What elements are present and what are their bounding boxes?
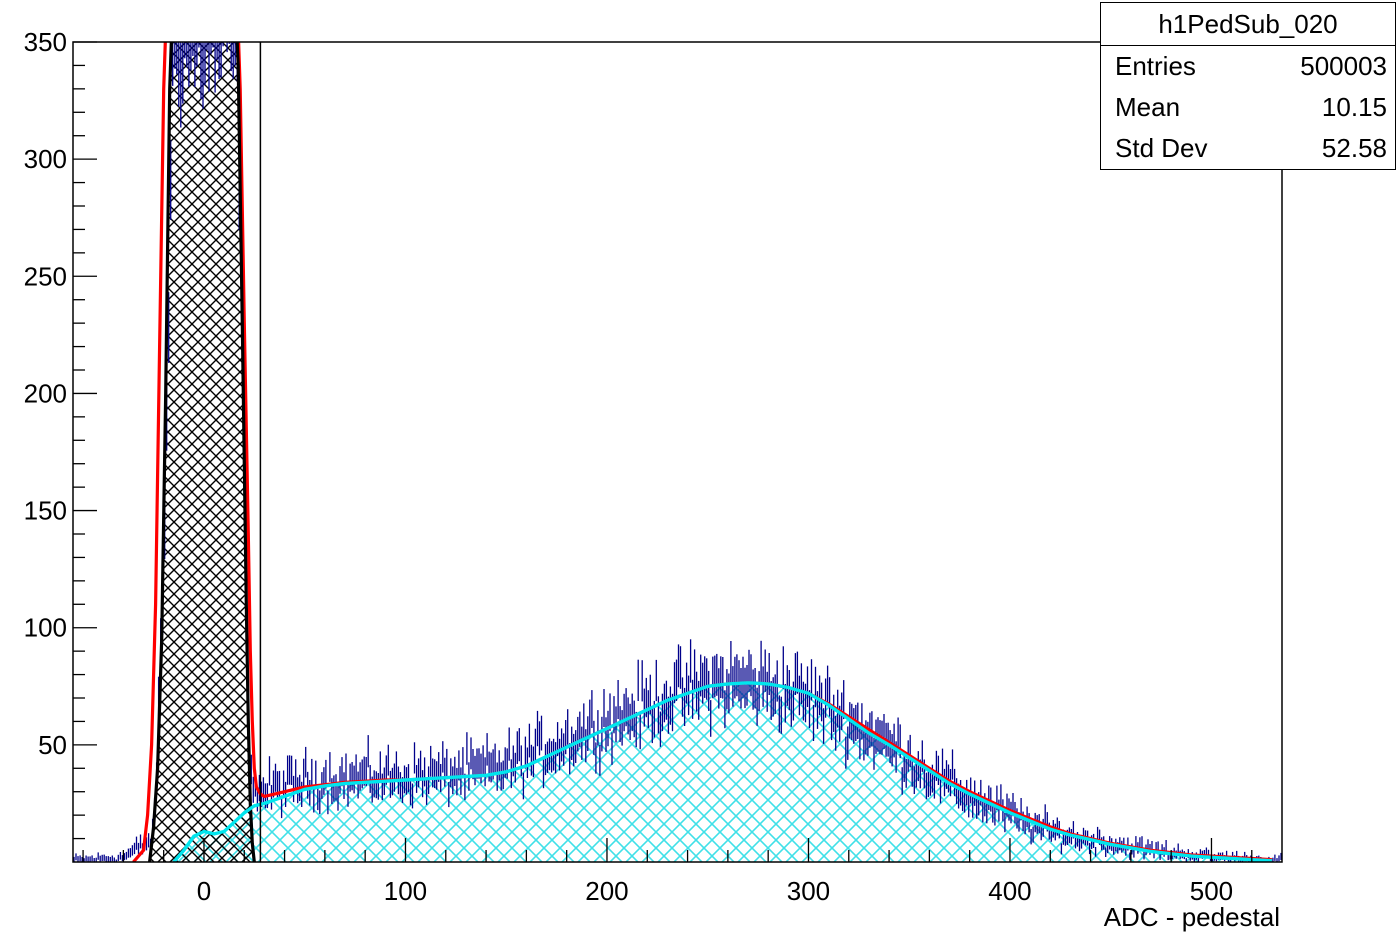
stats-label: Entries	[1115, 51, 1196, 81]
x-tick-label: 500	[1190, 876, 1233, 906]
y-tick-label: 50	[38, 730, 67, 760]
signal-fit-line	[172, 681, 1272, 862]
x-axis-title: ADC - pedestal	[1104, 902, 1280, 932]
x-tick-label: 0	[197, 876, 211, 906]
y-tick-label: 350	[24, 27, 67, 57]
x-tick-label: 300	[787, 876, 830, 906]
y-tick-label: 200	[24, 378, 67, 408]
stats-row-entries: Entries 500003	[1101, 46, 1395, 87]
stats-value: 52.58	[1321, 133, 1387, 163]
x-tick-label: 100	[384, 876, 427, 906]
stats-value: 10.15	[1321, 92, 1387, 122]
x-tick-label: 400	[988, 876, 1031, 906]
y-tick-label: 150	[24, 496, 67, 526]
y-tick-label: 100	[24, 613, 67, 643]
stats-row-mean: Mean 10.15	[1101, 87, 1395, 128]
x-tick-label: 200	[585, 876, 628, 906]
stats-box: h1PedSub_020 Entries 500003 Mean 10.15 S…	[1100, 2, 1396, 170]
signal-fill-area	[173, 682, 1272, 862]
y-tick-label: 250	[24, 261, 67, 291]
stats-title: h1PedSub_020	[1101, 3, 1395, 46]
stats-value: 500003	[1300, 51, 1387, 81]
stats-label: Mean	[1115, 92, 1181, 122]
stats-label: Std Dev	[1115, 133, 1208, 163]
stats-row-stddev: Std Dev 52.58	[1101, 128, 1395, 169]
pedestal-fill-area	[149, 42, 255, 862]
plot-frame	[72, 41, 1283, 863]
pedestal-fit-line	[148, 42, 256, 862]
y-tick-label: 300	[24, 144, 67, 174]
